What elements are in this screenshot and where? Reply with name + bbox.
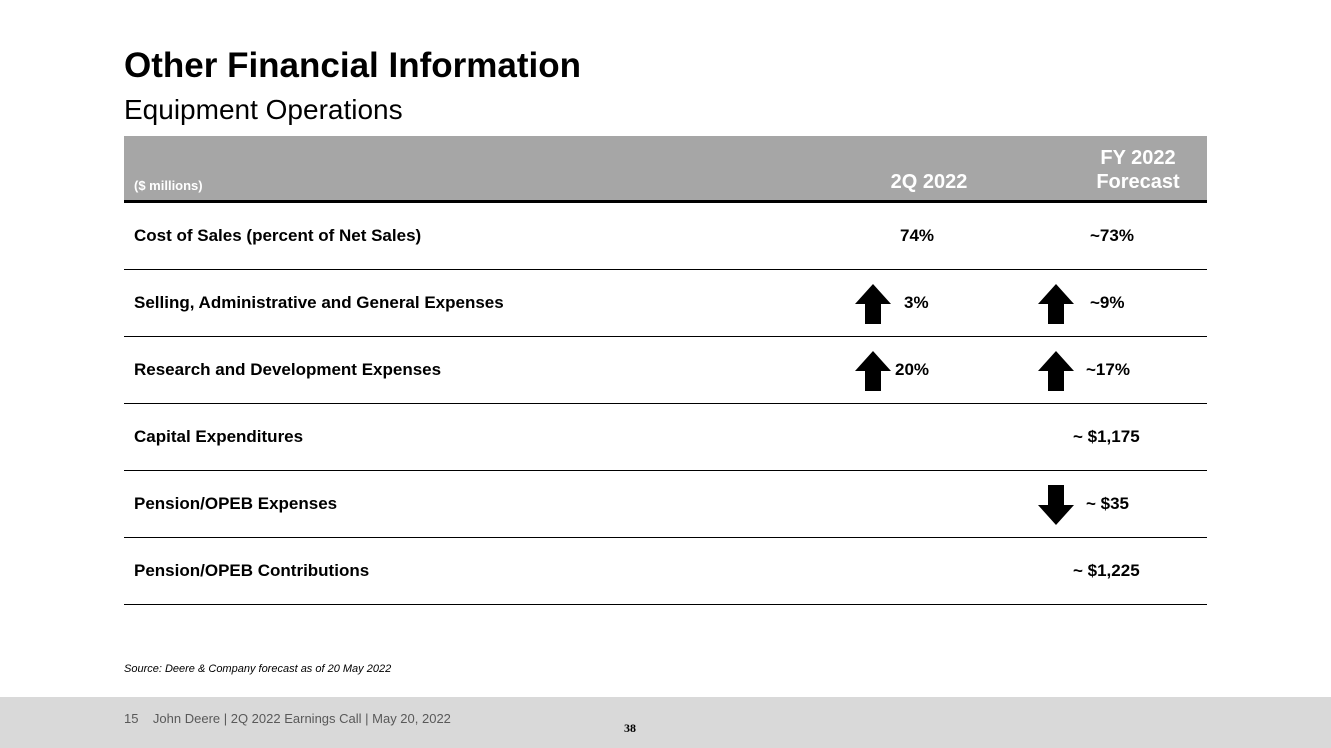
fy-value: ~73% — [1090, 226, 1134, 245]
financial-table: ($ millions) 2Q 2022 FY 2022 Forecast Co… — [124, 136, 1207, 605]
table-row: Cost of Sales (percent of Net Sales) 74%… — [124, 203, 1207, 270]
row-label: Cost of Sales (percent of Net Sales) — [134, 226, 422, 245]
up-arrow-icon — [855, 351, 891, 391]
row-label: Capital Expenditures — [134, 427, 304, 446]
slide-number: 15 — [124, 711, 139, 726]
row-label: Research and Development Expenses — [134, 360, 442, 379]
fy-value: ~ $1,225 — [1073, 561, 1140, 580]
row-label: Pension/OPEB Expenses — [134, 494, 338, 513]
up-arrow-icon — [855, 284, 891, 324]
page-title: Other Financial Information — [124, 46, 581, 85]
row-label: Pension/OPEB Contributions — [134, 561, 370, 580]
row-label: Selling, Administrative and General Expe… — [134, 293, 504, 312]
q2-value: 3% — [904, 293, 929, 312]
fy-value: ~ $1,175 — [1073, 427, 1140, 446]
table-row: Research and Development Expenses 20% ~1… — [124, 337, 1207, 404]
column-header-line-1: FY 2022 — [1100, 147, 1176, 169]
down-arrow-icon — [1038, 485, 1074, 525]
column-header-line-2: Forecast — [1096, 171, 1180, 193]
table-row: Pension/OPEB Expenses ~ $35 — [124, 471, 1207, 538]
units-label: ($ millions) — [134, 178, 203, 193]
up-arrow-icon — [1038, 284, 1074, 324]
footer-text: 15 John Deere | 2Q 2022 Earnings Call | … — [124, 711, 451, 726]
fy-value: ~ $35 — [1086, 494, 1130, 513]
q2-value: 20% — [895, 360, 930, 379]
footer-caption: John Deere | 2Q 2022 Earnings Call | May… — [152, 711, 451, 726]
fy-value: ~9% — [1090, 293, 1125, 312]
page-subtitle: Equipment Operations — [124, 94, 403, 125]
source-note: Source: Deere & Company forecast as of 2… — [124, 663, 392, 675]
page-number: 38 — [624, 721, 636, 735]
table-row: Selling, Administrative and General Expe… — [124, 270, 1207, 337]
table-header: ($ millions) 2Q 2022 FY 2022 Forecast — [124, 136, 1207, 203]
column-header-2q-2022: 2Q 2022 — [890, 171, 968, 193]
table-row: Capital Expenditures ~ $1,175 — [124, 404, 1207, 471]
fy-value: ~17% — [1086, 360, 1130, 379]
table-row: Pension/OPEB Contributions ~ $1,225 — [124, 538, 1207, 605]
column-header-fy-2022-forecast: FY 2022 Forecast — [1038, 146, 1238, 194]
up-arrow-icon — [1038, 351, 1074, 391]
q2-value: 74% — [900, 226, 935, 245]
footer-bar: 15 John Deere | 2Q 2022 Earnings Call | … — [0, 697, 1331, 748]
